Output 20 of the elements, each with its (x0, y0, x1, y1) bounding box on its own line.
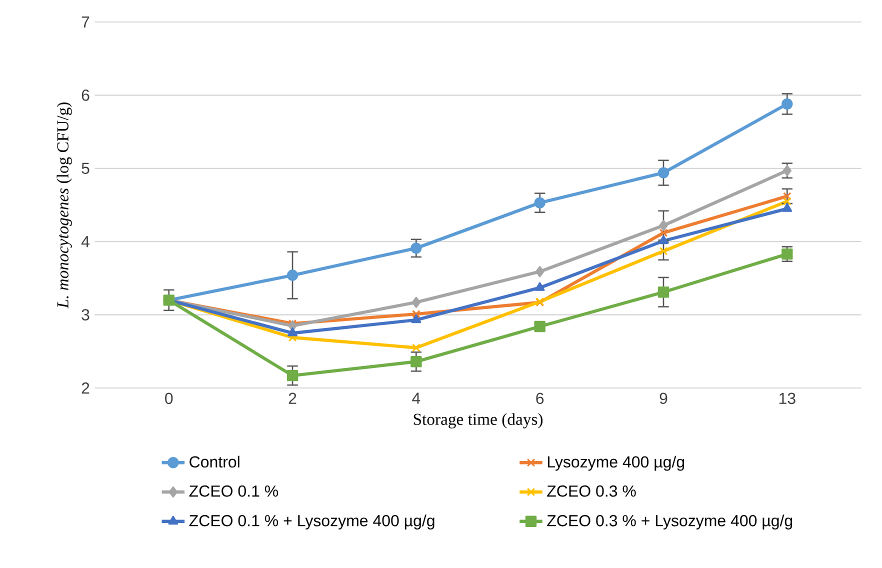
y-tick-label: 6 (82, 90, 90, 101)
x-tick-label: 9 (660, 392, 668, 404)
y-tick-label: 7 (82, 16, 90, 28)
legend-label: ZCEO 0.1 % + Lysozyme 400 µg/g (189, 514, 434, 530)
y-tick-label: 5 (82, 162, 90, 174)
y-tick-label: 2 (82, 382, 90, 394)
y-tick-label: 4 (81, 236, 90, 248)
x-tick-label: 2 (288, 392, 296, 404)
x-axis-title: Storage time (days) (414, 413, 543, 428)
legend-label: ZCEO 0.3 % (547, 485, 636, 497)
legend-label: Lysozyme 400 µg/g (548, 456, 684, 471)
x-tick-label: 6 (536, 392, 544, 404)
legend-label: Control (190, 456, 240, 468)
legend-label: ZCEO 0.3 % + Lysozyme 400 µg/g (547, 514, 792, 530)
y-axis-title: L. monocytogenes (log CFU/g) (56, 102, 72, 308)
y-tick-label: 3 (82, 309, 90, 320)
x-tick-label: 0 (165, 392, 173, 404)
x-tick-label: 4 (412, 392, 420, 404)
x-tick-label: 13 (779, 392, 796, 404)
legend-label: ZCEO 0.1 % (189, 485, 278, 497)
